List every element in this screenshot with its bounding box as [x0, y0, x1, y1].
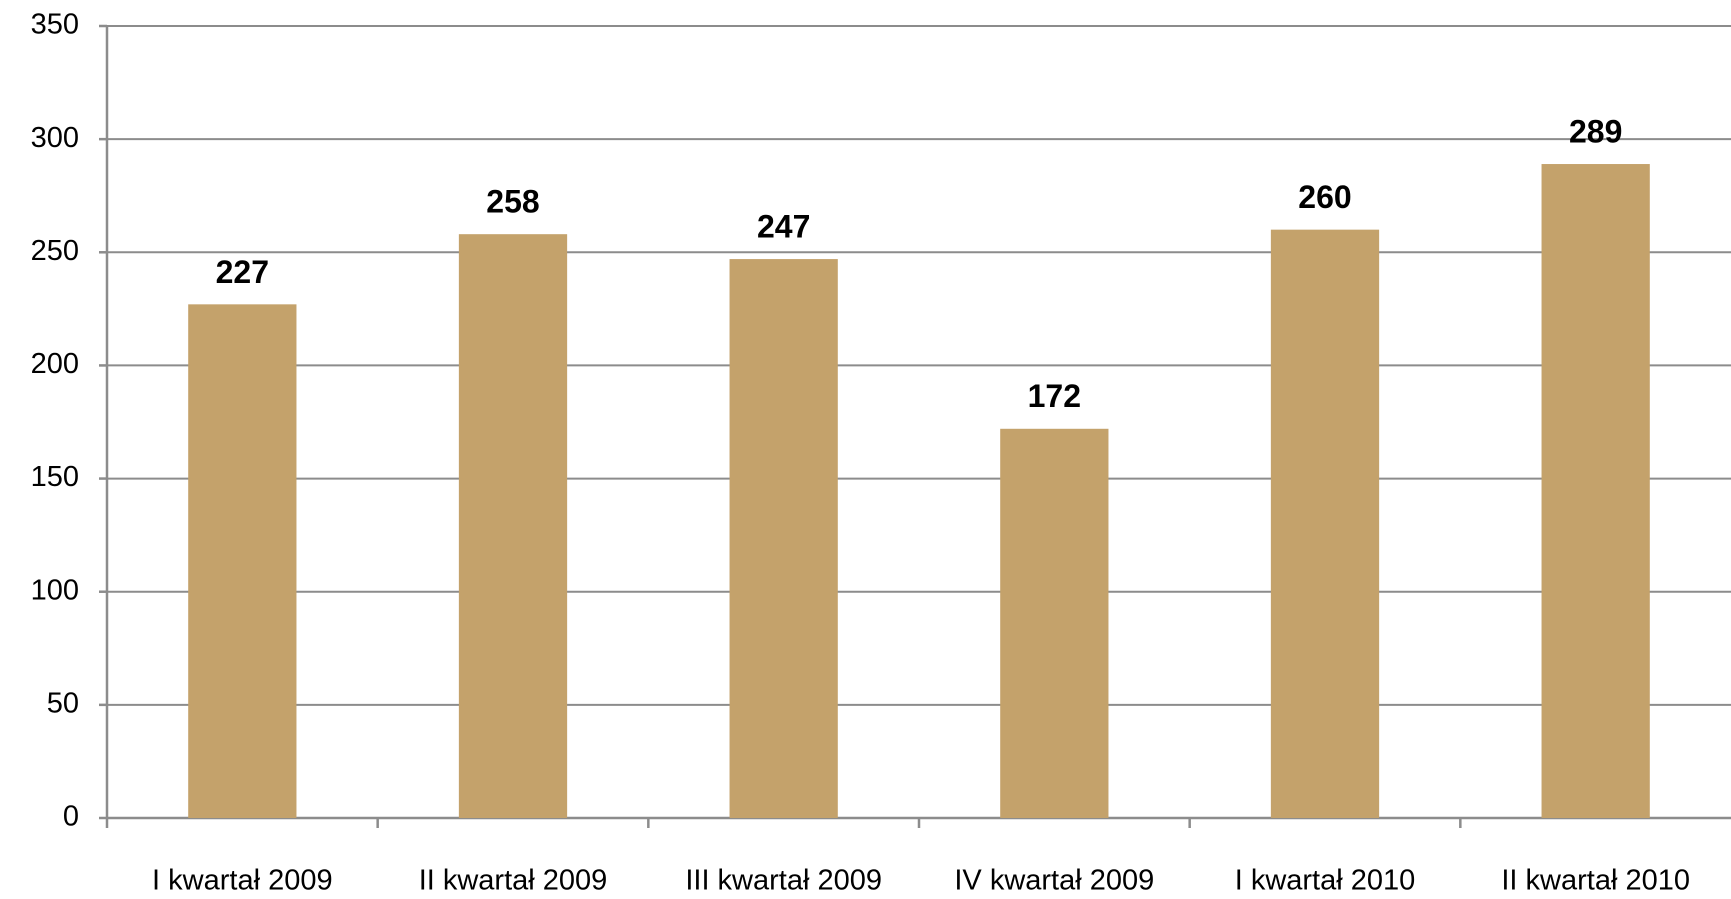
x-tick-label: I kwartał 2010	[1235, 865, 1416, 897]
x-tick-label: III kwartał 2009	[685, 865, 882, 897]
y-tick-label: 50	[47, 688, 79, 720]
data-label: 289	[1569, 113, 1622, 149]
data-label: 172	[1028, 378, 1081, 414]
bar	[729, 259, 838, 818]
data-label: 258	[486, 184, 539, 220]
x-tick-label: II kwartał 2010	[1501, 865, 1690, 897]
bar	[1541, 164, 1650, 818]
y-tick-label: 200	[31, 348, 79, 380]
data-label: 227	[216, 254, 269, 290]
y-tick-label: 350	[31, 9, 79, 41]
data-label: 260	[1298, 179, 1351, 215]
y-tick-label: 0	[63, 801, 79, 833]
bar	[458, 234, 568, 818]
bar	[1270, 229, 1380, 818]
y-tick-label: 100	[31, 574, 79, 606]
x-tick-label: II kwartał 2009	[419, 865, 608, 897]
x-tick-label: IV kwartał 2009	[954, 865, 1154, 897]
y-tick-label: 250	[31, 235, 79, 267]
x-tick-label: I kwartał 2009	[152, 865, 333, 897]
bar	[1000, 428, 1109, 818]
y-tick-label: 300	[31, 122, 79, 154]
bar	[188, 304, 297, 818]
y-tick-label: 150	[31, 461, 79, 493]
data-label: 247	[757, 209, 810, 245]
